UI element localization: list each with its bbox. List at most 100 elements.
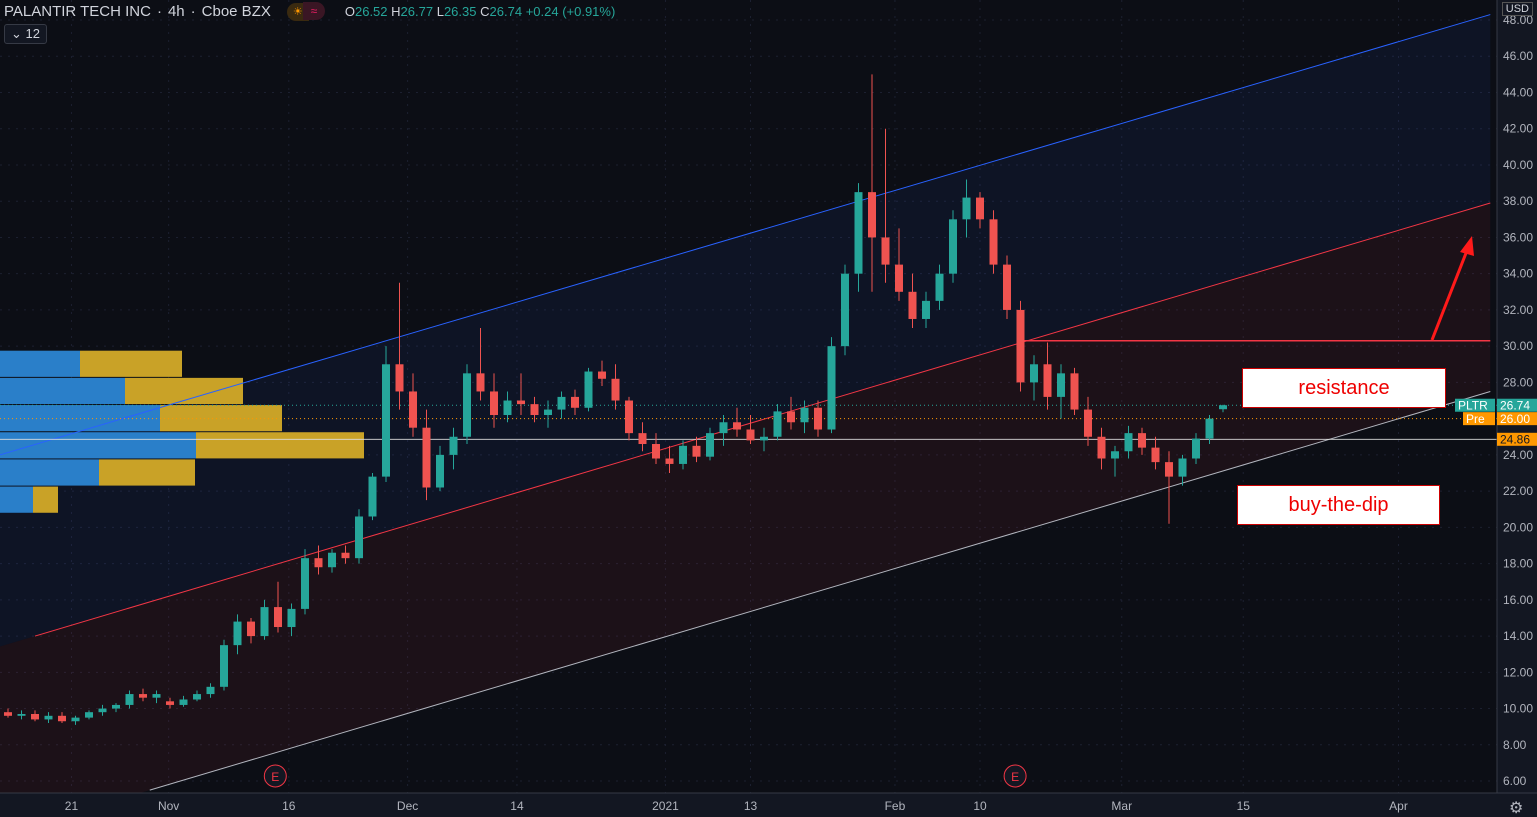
last-price-tag-bg [1497,398,1537,412]
interval[interactable]: 4h [167,3,185,20]
candle [517,373,525,416]
candle-body [125,694,134,705]
indicators-toggle[interactable]: ⌄ 12 [4,24,47,44]
candle-body [611,378,620,401]
candle [1043,342,1052,410]
candle-body [571,396,579,408]
x-tick-label: 10 [973,799,987,813]
resistance-annotation[interactable]: resistance [1242,368,1446,408]
candle [152,690,161,704]
y-tick-label: 32.00 [1503,303,1533,317]
candle [44,712,53,724]
candle [463,364,471,445]
candle [1003,255,1011,319]
candle [679,440,687,470]
candle [139,688,147,702]
candle-body [814,407,822,430]
y-tick-label: 22.00 [1503,484,1533,498]
candle [422,409,431,501]
candle [382,346,390,483]
candle [868,74,876,292]
y-tick-label: 24.00 [1503,448,1533,462]
candle [625,396,633,441]
candle-body [787,411,795,423]
candle-body [1178,458,1187,477]
candle [1178,454,1187,486]
candle-body [1219,405,1227,410]
candle [895,228,903,301]
y-tick-label: 18.00 [1503,557,1533,571]
y-tick-label: 14.00 [1503,629,1533,643]
candle [1111,445,1119,477]
candle [449,427,458,470]
candle-body [868,192,876,238]
candle-body [85,712,93,718]
candle [935,264,944,310]
candle [1138,427,1146,455]
x-tick-label: 13 [744,799,758,813]
candle-body [733,422,741,430]
candle [854,183,863,292]
candle [692,436,701,463]
y-tick-label: 30.00 [1503,339,1533,353]
candle-body [341,552,350,559]
change-value: +0.24 (+0.91%) [525,4,616,19]
candle-body [395,364,404,392]
candle [247,617,255,644]
candle [719,415,728,446]
candle-body [1070,373,1079,410]
candle-body [760,436,768,441]
candle-body [44,715,53,720]
candle-body [1084,409,1092,437]
candle-body [1043,364,1052,397]
candle-body [1151,447,1160,463]
candle-body [355,516,363,559]
candle [314,545,323,575]
candle [665,445,674,473]
candle [1205,415,1214,445]
y-tick-label: 8.00 [1503,738,1527,752]
y-tick-label: 42.00 [1503,122,1533,136]
candle [395,282,404,410]
settings-gear-icon[interactable]: ⚙ [1509,800,1523,817]
candle [1192,433,1200,464]
open-label: O [344,4,355,19]
volume-profile-down-bar [80,350,182,377]
candle-body [1097,436,1106,459]
candle [98,704,107,716]
exchange: Cboe BZX [201,3,271,20]
channel-line-middle [34,202,1491,637]
candle-body [436,454,444,488]
candle [233,614,242,655]
symbol-title[interactable]: PALANTIR TECH INC [4,3,151,20]
pre-tag-bg [1463,412,1495,426]
candle-body [584,371,593,408]
earnings-icon [263,764,287,788]
x-tick-label: Feb [885,799,906,813]
candle [773,404,782,441]
candle-body [1016,309,1025,383]
candle [706,427,714,461]
earnings-icon [1003,764,1027,788]
y-tick-label: 16.00 [1503,593,1533,607]
volume-profile-up-bar [0,350,80,377]
candle-body [382,364,390,477]
arrow-up-icon [1430,247,1470,341]
buy-the-dip-annotation[interactable]: buy-the-dip [1237,485,1440,525]
candle [908,273,917,329]
candle-body [625,400,633,434]
candle-body [368,476,377,517]
candle-body [409,391,417,428]
candle-body [692,445,701,457]
candle-body [287,608,296,628]
candle [949,210,957,283]
y-tick-label: 28.00 [1503,375,1533,389]
candle [1219,404,1227,413]
candle [355,509,363,564]
close-label: C [480,4,490,19]
candle [733,407,741,437]
candle-body [1205,418,1214,439]
candle [490,373,498,428]
currency-label[interactable]: USD [1501,2,1533,16]
